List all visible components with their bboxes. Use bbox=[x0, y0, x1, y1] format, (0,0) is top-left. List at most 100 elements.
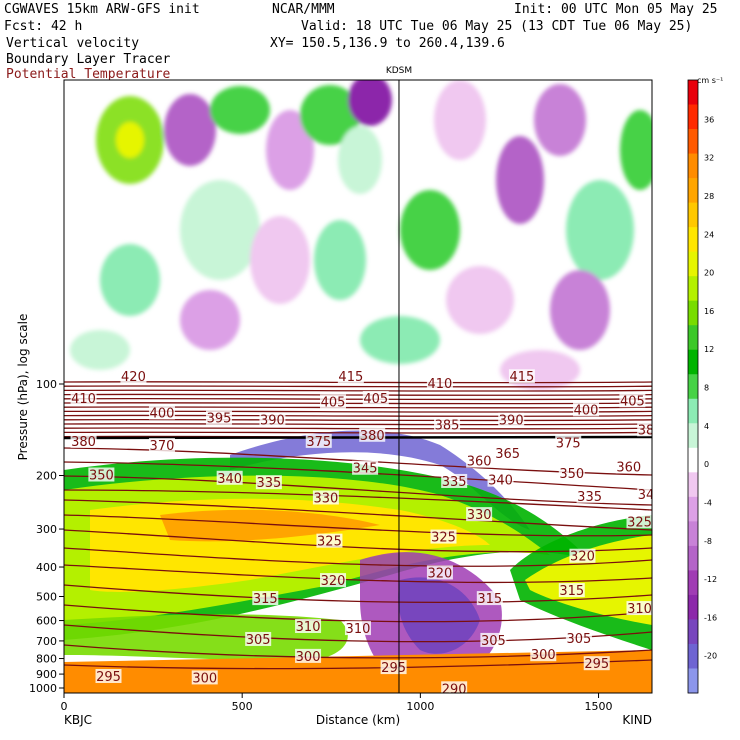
y-tick-label: 400 bbox=[36, 561, 57, 574]
colorbar-swatch bbox=[688, 325, 698, 351]
theta-label-bg bbox=[252, 591, 279, 606]
theta-contour bbox=[64, 461, 652, 491]
theta-label: 360 bbox=[616, 460, 641, 475]
colorbar-swatch bbox=[688, 521, 698, 547]
theta-label-bg bbox=[476, 591, 503, 606]
init-time: Init: 00 UTC Mon 05 May 25 bbox=[514, 2, 718, 17]
theta-label: 315 bbox=[559, 584, 584, 599]
y-tick-label: 700 bbox=[36, 635, 57, 648]
theta-label-bg bbox=[576, 488, 603, 503]
theta-label: 310 bbox=[346, 622, 371, 637]
theta-label-bg bbox=[205, 410, 232, 425]
theta-label-bg bbox=[626, 601, 652, 616]
theta-label: 330 bbox=[467, 508, 492, 523]
theta-label: 295 bbox=[96, 670, 121, 685]
colorbar-tick-label: -12 bbox=[704, 575, 717, 584]
theta-label: 300 bbox=[296, 650, 321, 665]
theta-label-bg bbox=[430, 529, 457, 544]
theta-label-bg bbox=[626, 514, 652, 529]
theta-contour bbox=[64, 431, 652, 434]
theta-label: 335 bbox=[577, 490, 602, 505]
colorbar-frame bbox=[687, 79, 699, 694]
descent-core bbox=[398, 577, 480, 654]
theta-label-bg bbox=[316, 533, 343, 548]
colorbar-tick-label: 28 bbox=[704, 192, 714, 201]
y-tick-label: 300 bbox=[36, 523, 57, 536]
theta-label: 340 bbox=[488, 474, 513, 489]
theta-label: 380 bbox=[71, 435, 96, 450]
colorbar-tick-label: 24 bbox=[704, 230, 714, 239]
theta-label-bg bbox=[70, 390, 97, 405]
valid-time: Valid: 18 UTC Tue 06 May 25 (13 CDT Tue … bbox=[301, 19, 693, 34]
east-plume-core bbox=[525, 535, 652, 625]
theta-label: 360 bbox=[467, 455, 492, 470]
theta-label: 320 bbox=[428, 566, 453, 581]
colorbar-swatch bbox=[688, 643, 698, 669]
colorbar-swatch bbox=[688, 570, 698, 596]
colorbar-swatch bbox=[688, 374, 698, 400]
theta-label-bg bbox=[498, 412, 525, 427]
theta-label: 325 bbox=[627, 515, 652, 530]
field-label-vertical-velocity: Vertical velocity bbox=[6, 36, 140, 51]
model-title: CGWAVES 15km ARW-GFS init bbox=[4, 2, 200, 17]
theta-label-bg bbox=[441, 681, 468, 693]
theta-label: 365 bbox=[495, 447, 520, 462]
theta-label: 375 bbox=[556, 437, 581, 452]
theta-label-bg bbox=[615, 459, 642, 474]
theta-label-bg bbox=[434, 417, 461, 432]
theta-contour bbox=[64, 385, 652, 388]
theta-label-bg bbox=[148, 438, 175, 453]
theta-contour bbox=[64, 584, 652, 604]
tropopause-line bbox=[64, 435, 652, 440]
x-tick-label: 0 bbox=[61, 700, 68, 713]
theta-label-bg bbox=[344, 621, 371, 636]
theta-contour bbox=[64, 402, 652, 405]
colorbar-units: cm s⁻¹ bbox=[697, 76, 723, 85]
theta-label-bg bbox=[359, 427, 386, 442]
theta-label: 325 bbox=[317, 535, 342, 550]
theta-contour bbox=[64, 427, 652, 430]
colorbar-swatch bbox=[688, 227, 698, 253]
theta-label-bg bbox=[555, 435, 582, 450]
theta-contour bbox=[64, 659, 652, 670]
theta-label-bg bbox=[426, 376, 453, 390]
y-axis-title: Pressure (hPa), log scale bbox=[16, 314, 30, 461]
theta-label-bg bbox=[320, 394, 347, 409]
theta-label-bg bbox=[637, 422, 652, 437]
theta-contour bbox=[64, 397, 652, 401]
theta-label-bg bbox=[148, 405, 175, 420]
y-tick-label: 100 bbox=[36, 378, 57, 391]
colorbar-swatch bbox=[688, 349, 698, 375]
tracer-plume-max bbox=[160, 509, 380, 542]
theta-label: 310 bbox=[627, 602, 652, 617]
theta-label: 385 bbox=[435, 419, 460, 434]
theta-label: 335 bbox=[442, 475, 467, 490]
theta-label: 315 bbox=[477, 592, 502, 607]
theta-label: 315 bbox=[253, 592, 278, 607]
theta-label-bg bbox=[380, 660, 407, 675]
theta-contour bbox=[64, 423, 652, 426]
theta-label: 290 bbox=[442, 682, 467, 697]
theta-label-bg bbox=[245, 631, 272, 646]
theta-contour bbox=[64, 499, 652, 531]
plot-frame bbox=[63, 79, 653, 694]
colorbar-tick-label: 36 bbox=[704, 115, 714, 124]
colorbar-tick-label: 32 bbox=[704, 154, 714, 163]
field-label-potential-temperature: Potential Temperature bbox=[6, 67, 171, 82]
colorbar-tick-label: -8 bbox=[704, 537, 712, 546]
colorbar-swatch bbox=[688, 202, 698, 228]
x-tick-label: 500 bbox=[232, 700, 253, 713]
theta-label-bg bbox=[120, 369, 147, 384]
theta-label-bg bbox=[558, 466, 585, 481]
theta-label: 335 bbox=[256, 476, 281, 491]
theta-label-bg bbox=[480, 632, 507, 647]
colorbar-swatch bbox=[688, 178, 698, 204]
theta-contour bbox=[64, 389, 652, 392]
theta-label: 375 bbox=[306, 435, 331, 450]
forecast-hour: Fcst: 42 h bbox=[4, 19, 83, 34]
colorbar-swatch bbox=[688, 153, 698, 179]
theta-label: 350 bbox=[89, 469, 114, 484]
theta-label: 405 bbox=[363, 392, 388, 407]
theta-label: 405 bbox=[321, 395, 346, 410]
